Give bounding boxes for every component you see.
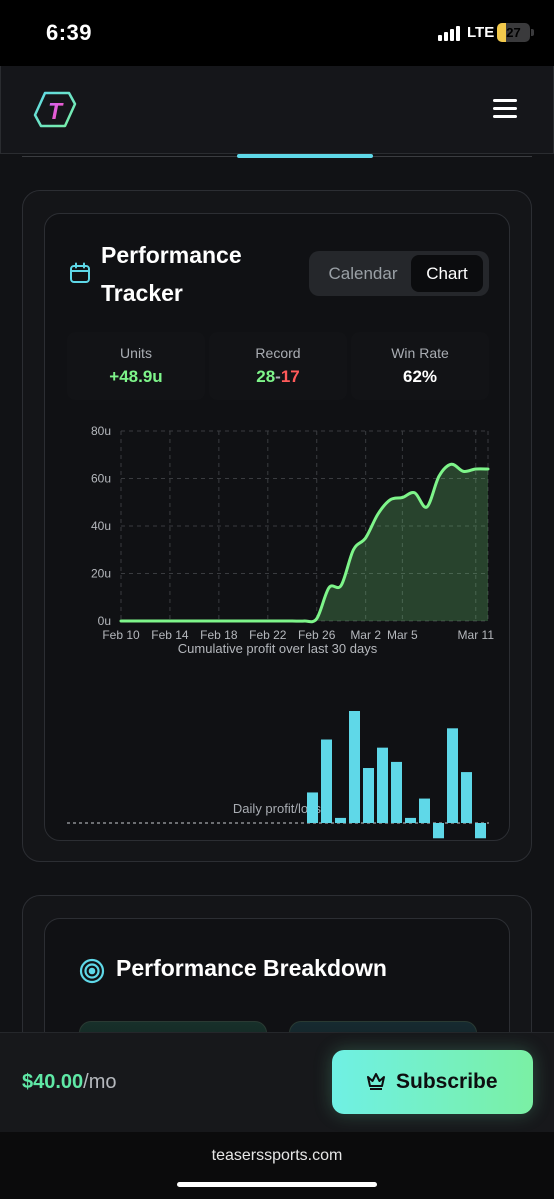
stats-row: Units +48.9u Record 28-17 Win Rate 62% bbox=[67, 332, 489, 400]
record-label: Record bbox=[255, 345, 301, 361]
network-type: LTE bbox=[467, 24, 495, 41]
battery-cap bbox=[531, 29, 534, 36]
daily-profit-bar bbox=[391, 761, 402, 823]
x-tick-label: Feb 10 bbox=[102, 628, 140, 642]
daily-profit-bar bbox=[447, 728, 458, 823]
daily-profit-bar bbox=[321, 739, 332, 823]
battery-icon: 27 bbox=[497, 23, 530, 42]
daily-profit-bar bbox=[349, 711, 360, 823]
x-tick-label: Feb 14 bbox=[151, 628, 189, 642]
calendar-toggle-button[interactable]: Calendar bbox=[328, 264, 398, 283]
cumulative-profit-chart: 0u 20u 40u 60u 80u Feb 10 Feb 14 Feb 18 Feb 22 Fe… bbox=[67, 424, 495, 839]
app-header: T bbox=[0, 66, 554, 154]
x-tick-label: Feb 26 bbox=[298, 628, 336, 642]
x-axis-caption: Cumulative profit over last 30 days bbox=[178, 641, 378, 656]
record-stat: Record 28-17 bbox=[209, 332, 347, 400]
status-bar: 6:39 LTE 27 bbox=[0, 0, 554, 66]
view-toggle: Calendar Chart bbox=[309, 251, 489, 296]
x-tick-label: Mar 11 bbox=[458, 628, 495, 642]
browser-url-bar: teaserssports.com bbox=[0, 1132, 554, 1199]
subscribe-bar: $40.00/mo Subscribe bbox=[0, 1032, 554, 1132]
cumulative-profit-line bbox=[119, 462, 490, 624]
daily-profit-bar bbox=[419, 798, 430, 823]
y-tick-label: 0u bbox=[98, 614, 111, 628]
x-tick-label: Mar 5 bbox=[387, 628, 418, 642]
win-rate-label: Win Rate bbox=[391, 345, 449, 361]
daily-profit-bar bbox=[363, 768, 374, 823]
y-tick-label: 40u bbox=[91, 519, 111, 533]
daily-profit-bar bbox=[405, 817, 416, 823]
hamburger-menu-icon[interactable] bbox=[491, 97, 519, 121]
chart-toggle-button[interactable]: Chart bbox=[411, 255, 483, 292]
battery-level: 27 bbox=[506, 25, 521, 40]
x-tick-label: Mar 2 bbox=[350, 628, 381, 642]
active-tab-indicator bbox=[237, 154, 373, 158]
crown-icon bbox=[366, 1072, 386, 1090]
units-value: +48.9u bbox=[109, 367, 163, 386]
daily-profit-bar bbox=[307, 792, 318, 823]
price-amount: $40.00 bbox=[22, 1071, 84, 1093]
record-losses: 17 bbox=[280, 367, 300, 386]
home-indicator[interactable] bbox=[177, 1182, 377, 1187]
daily-profit-bar bbox=[335, 817, 346, 823]
y-tick-label: 80u bbox=[91, 424, 111, 438]
status-time: 6:39 bbox=[46, 20, 93, 45]
cellular-signal-icon bbox=[438, 25, 464, 41]
performance-breakdown-title: Performance Breakdown bbox=[116, 955, 387, 981]
units-stat: Units +48.9u bbox=[67, 332, 205, 400]
subscribe-button[interactable]: Subscribe bbox=[332, 1050, 533, 1114]
logo-letter: T bbox=[48, 98, 64, 124]
x-tick-label: Feb 22 bbox=[249, 628, 287, 642]
x-tick-label: Feb 18 bbox=[200, 628, 238, 642]
y-tick-label: 20u bbox=[91, 567, 111, 581]
performance-tracker-panel: Performance Tracker Calendar Chart Units… bbox=[44, 213, 510, 841]
win-rate-value: 62% bbox=[402, 367, 438, 386]
logo-icon[interactable]: T bbox=[33, 90, 77, 130]
price: $40.00/mo bbox=[22, 1071, 117, 1094]
daily-profit-bar bbox=[475, 823, 486, 839]
daily-chart-caption: Daily profit/loss bbox=[233, 801, 322, 816]
record-separator: - bbox=[275, 367, 281, 386]
cumulative-profit-area bbox=[121, 464, 488, 622]
daily-profit-bar bbox=[461, 772, 472, 823]
calendar-icon bbox=[69, 262, 91, 284]
daily-profit-bar bbox=[377, 747, 388, 823]
units-label: Units bbox=[120, 345, 152, 361]
url-text[interactable]: teaserssports.com bbox=[211, 1147, 343, 1164]
daily-profit-bar bbox=[433, 823, 444, 839]
target-icon bbox=[79, 958, 105, 984]
win-rate-stat: Win Rate 62% bbox=[351, 332, 489, 400]
price-period: /mo bbox=[83, 1071, 117, 1093]
battery-fill bbox=[497, 23, 506, 42]
subscribe-label: Subscribe bbox=[396, 1070, 498, 1093]
performance-tracker-title: Performance Tracker bbox=[101, 242, 242, 306]
record-value: 28-17 bbox=[209, 367, 347, 387]
y-tick-label: 60u bbox=[91, 472, 111, 486]
record-wins: 28 bbox=[256, 367, 276, 386]
